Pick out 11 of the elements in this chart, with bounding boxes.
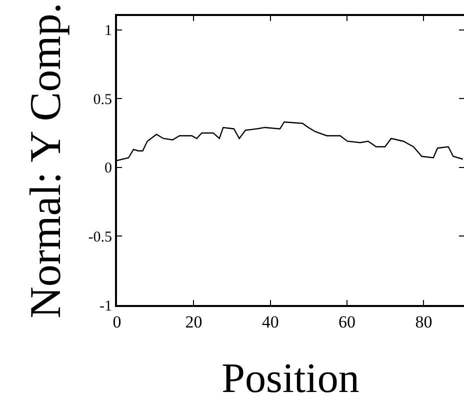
x-tick-label: 60 [338,312,356,332]
y-tick-label: 0.5 [93,92,112,108]
y-axis-title: Normal: Y Comp. [20,2,70,318]
x-axis-title: Position [222,356,360,402]
x-tick-label: 20 [185,312,202,332]
y-tick-label: -1 [100,298,112,314]
x-tick-label: 40 [262,312,279,332]
y-tick-label: 0 [104,160,112,177]
x-tick-label: 80 [415,312,432,332]
y-tick-label: -0.5 [88,229,112,246]
y-tick-label: 1 [104,23,112,40]
